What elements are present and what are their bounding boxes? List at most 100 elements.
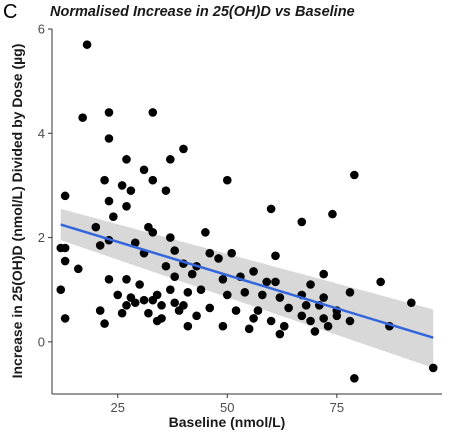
data-point [104, 108, 114, 117]
data-point [166, 233, 175, 242]
data-point [122, 274, 131, 284]
data-point [332, 311, 342, 321]
data-point [152, 316, 162, 326]
data-point [306, 316, 315, 326]
data-point [407, 298, 416, 308]
data-point [157, 301, 166, 310]
data-point [205, 303, 215, 313]
data-point [271, 277, 280, 287]
x-axis-title: Baseline (nmol/L) [169, 414, 286, 430]
data-point [275, 293, 285, 302]
data-point [122, 201, 131, 211]
data-point [179, 144, 188, 154]
data-point [104, 134, 114, 143]
data-point [91, 222, 101, 232]
data-point [122, 155, 131, 164]
data-point [183, 321, 193, 331]
data-point [95, 241, 105, 250]
data-point [218, 274, 228, 284]
data-point [161, 261, 171, 271]
x-tick-label: 25 [110, 400, 124, 415]
data-point [258, 290, 267, 300]
data-point [310, 327, 320, 336]
data-point [166, 155, 175, 164]
data-point [376, 277, 385, 287]
data-point [82, 40, 92, 49]
data-point [253, 306, 263, 315]
data-point [345, 288, 355, 297]
data-point [130, 238, 140, 248]
data-point [319, 314, 328, 323]
data-point [240, 288, 250, 297]
data-point [345, 316, 355, 326]
confidence-band [60, 208, 434, 368]
panel-letter: C [3, 1, 18, 23]
points-layer [56, 40, 438, 383]
x-tick-label: 50 [220, 400, 234, 415]
data-point [319, 293, 328, 302]
y-tick-label: 6 [38, 22, 45, 37]
data-point [205, 248, 215, 258]
data-point [218, 321, 228, 331]
data-point [148, 228, 158, 237]
data-point [350, 374, 359, 383]
data-point [249, 314, 258, 323]
ticks-layer: 25 50 75 0 2 4 6 [38, 22, 344, 416]
data-point [148, 295, 158, 305]
data-point [227, 248, 236, 258]
data-point [271, 251, 280, 261]
data-point [122, 301, 131, 310]
data-point [284, 303, 293, 313]
data-point [56, 285, 66, 295]
data-point [222, 175, 232, 185]
data-point [192, 311, 201, 321]
data-point [78, 113, 87, 122]
data-point [166, 285, 175, 295]
data-point [297, 311, 307, 321]
data-point [139, 295, 149, 305]
data-point [428, 363, 438, 373]
data-point [109, 212, 118, 222]
data-point [144, 308, 153, 318]
data-point [350, 170, 359, 180]
data-point [135, 280, 144, 289]
data-point [56, 243, 66, 253]
data-point [170, 272, 179, 281]
y-tick-label: 4 [38, 126, 45, 141]
data-point [60, 191, 70, 201]
data-point [170, 246, 179, 255]
data-point [266, 204, 276, 214]
data-point [306, 280, 315, 289]
data-point [297, 217, 307, 227]
data-point [231, 306, 241, 315]
data-point [148, 175, 158, 185]
data-point [275, 329, 285, 339]
data-point [201, 228, 210, 237]
data-point [148, 108, 158, 117]
data-point [183, 288, 193, 297]
x-tick-label: 75 [330, 400, 344, 415]
data-point [279, 321, 289, 331]
data-point [95, 306, 105, 315]
data-point [139, 165, 149, 175]
data-point [319, 269, 328, 279]
fit-line-layer [60, 223, 434, 339]
data-point [73, 264, 83, 274]
data-point [161, 186, 171, 195]
data-point [60, 314, 70, 323]
data-point [100, 175, 109, 185]
data-point [196, 285, 206, 295]
data-point [104, 274, 114, 284]
data-point [262, 277, 272, 287]
data-point [113, 290, 123, 300]
data-point [249, 267, 258, 276]
data-point [323, 321, 333, 331]
data-point [170, 298, 179, 308]
data-point [328, 209, 337, 219]
chart-title: Normalised Increase in 25(OH)D vs Baseli… [50, 4, 355, 20]
data-point [130, 298, 140, 308]
y-tick-label: 2 [38, 230, 45, 245]
data-point [117, 181, 127, 190]
data-point [187, 269, 197, 279]
